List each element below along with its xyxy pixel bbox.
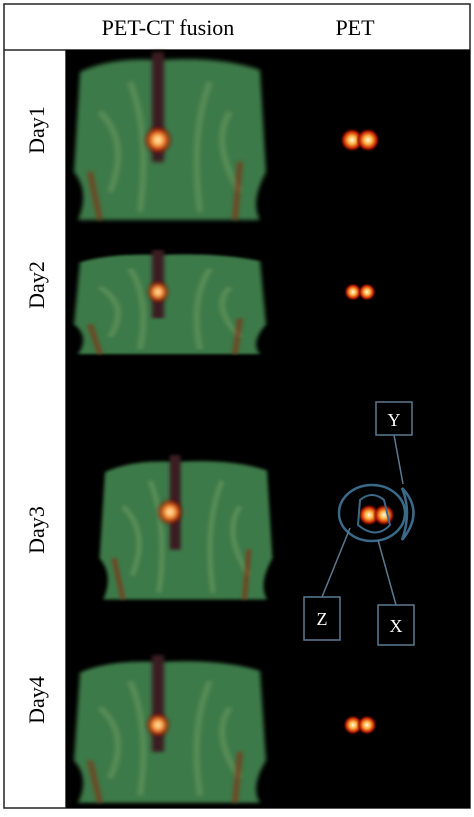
row-label: Day3 — [24, 506, 49, 554]
annotation-label: Y — [388, 410, 401, 430]
annotation-box — [377, 604, 415, 646]
annotation-label: X — [390, 616, 403, 636]
pet-image — [343, 715, 377, 735]
fusion-image — [70, 655, 268, 805]
annotation-arrows — [321, 434, 404, 606]
row-label: Day4 — [24, 676, 49, 724]
annotation-box — [303, 596, 341, 641]
column-header: PET-CT fusion — [102, 15, 235, 40]
fusion-image — [96, 455, 274, 601]
annotation-label: Z — [317, 609, 328, 629]
fusion-image — [70, 250, 268, 355]
row-label: Day1 — [24, 106, 49, 154]
row-label: Day2 — [24, 261, 49, 309]
pet-image — [344, 283, 376, 301]
pet-image — [337, 483, 415, 543]
column-header: PET — [335, 15, 375, 40]
fusion-image — [70, 52, 268, 222]
pet-image — [340, 128, 380, 152]
annotation-box — [375, 401, 413, 436]
